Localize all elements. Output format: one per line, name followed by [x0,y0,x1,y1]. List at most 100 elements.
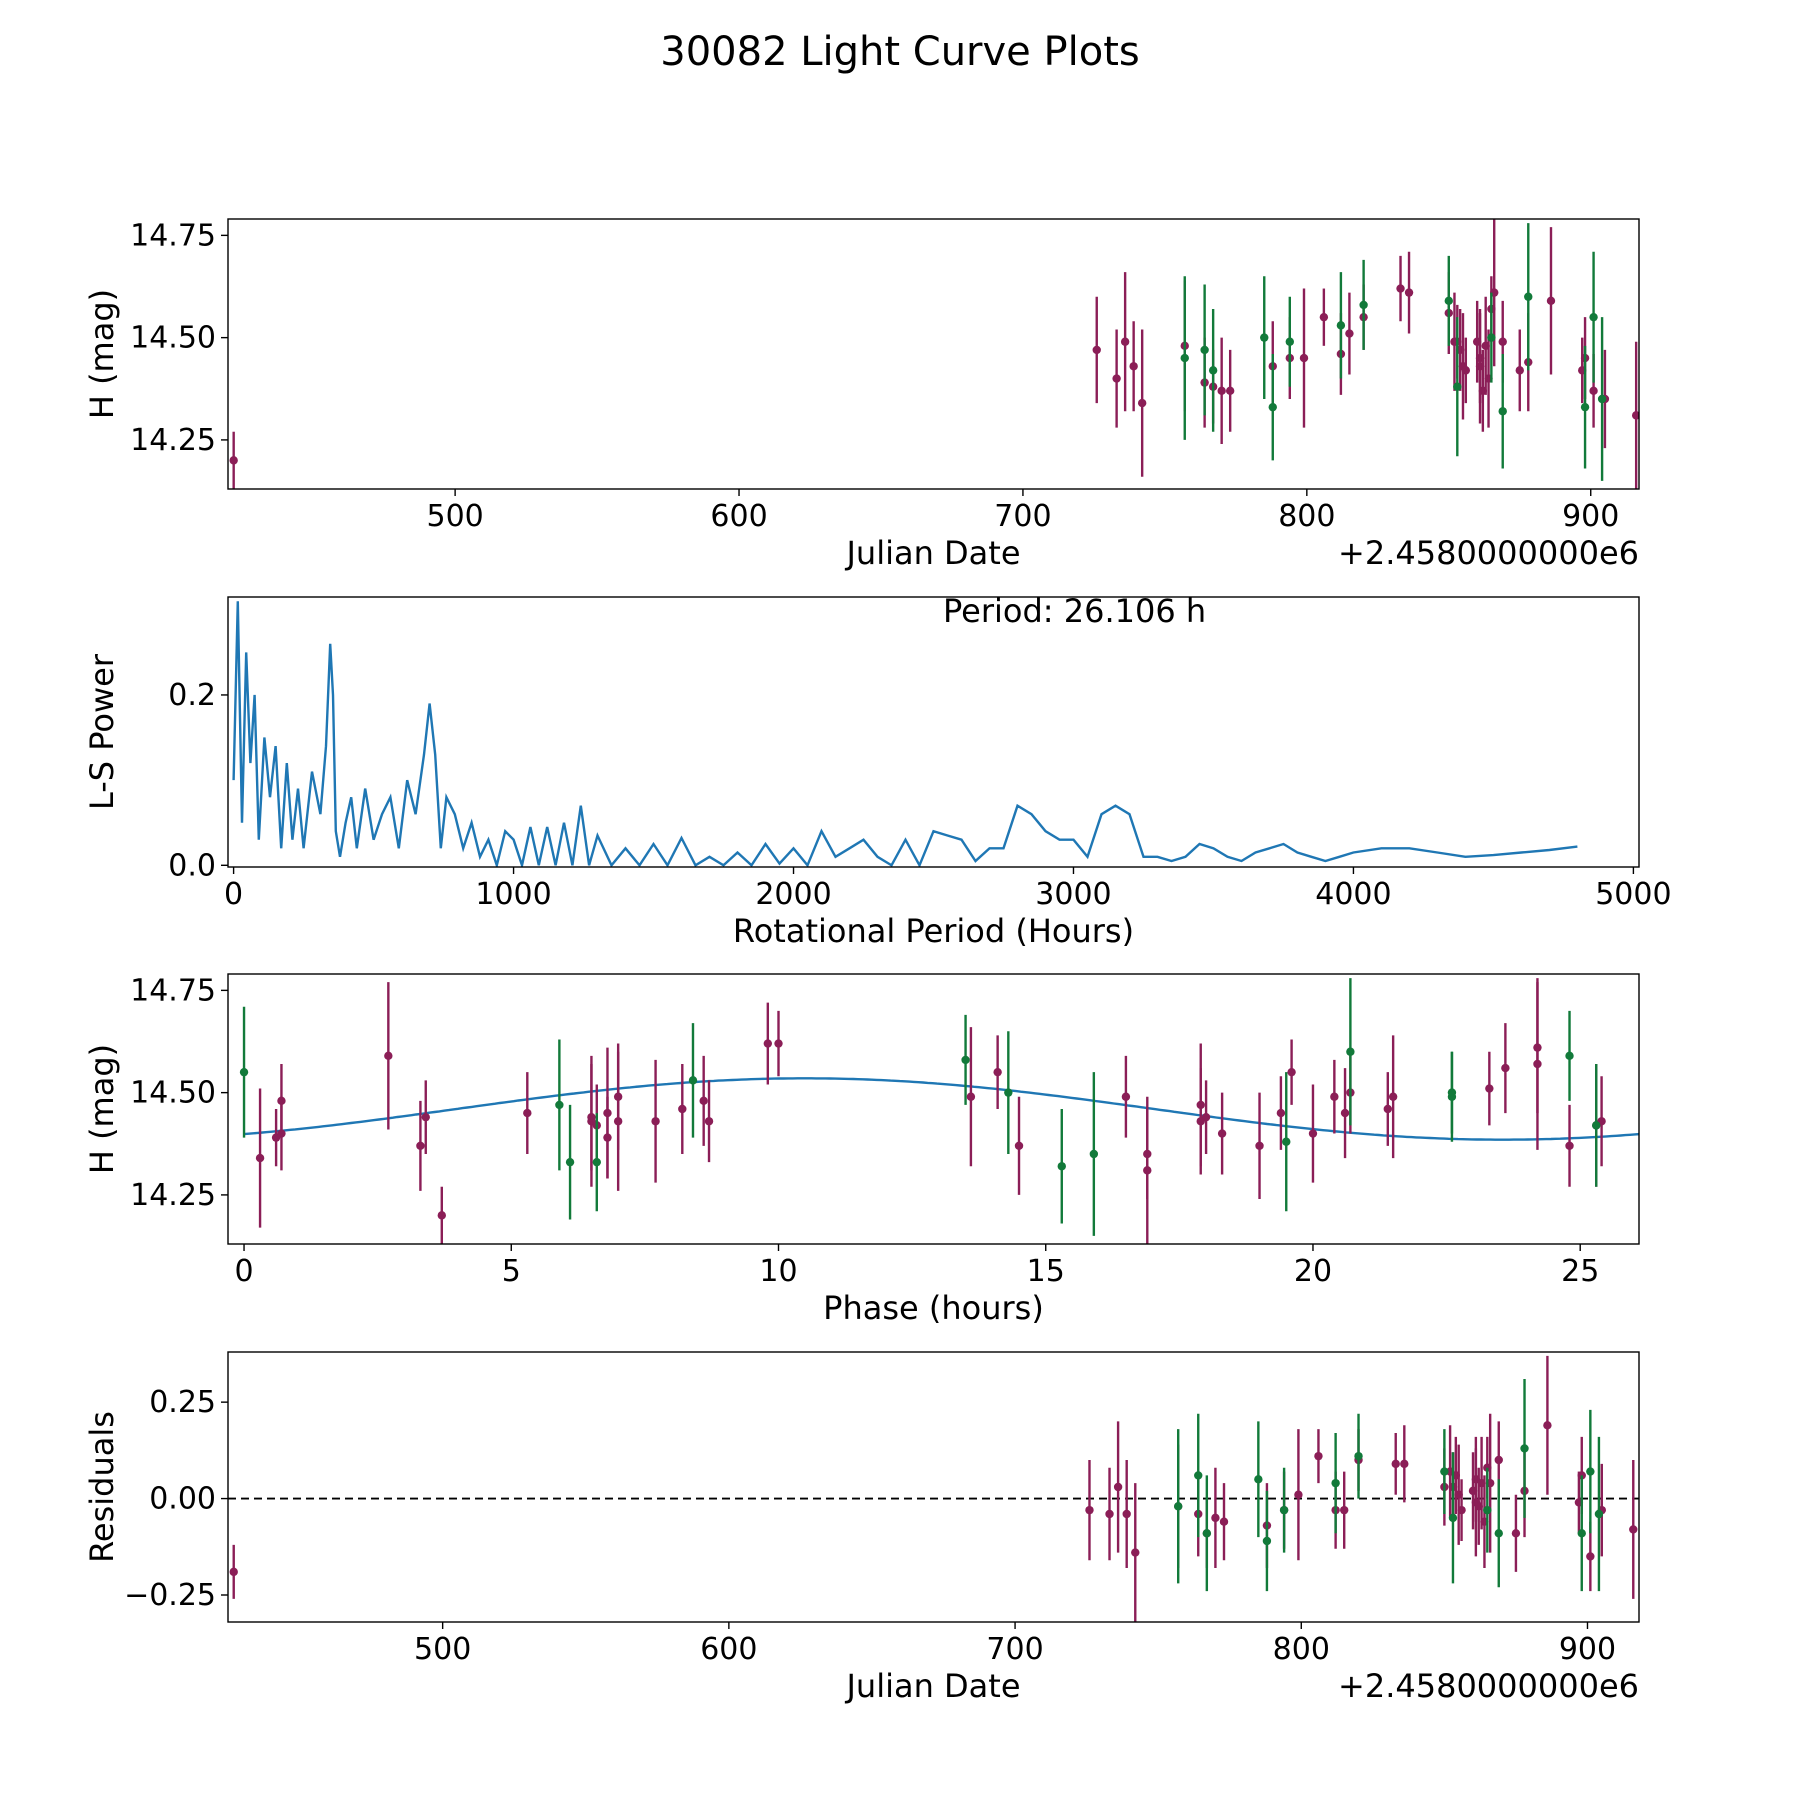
x-tick-label: 800 [1273,1632,1330,1667]
data-point [1448,1513,1458,1523]
x-tick-label: 5 [502,1254,521,1289]
data-point [229,456,238,465]
data-point [523,1108,532,1118]
data-point [1180,353,1189,363]
data-point [1520,1444,1529,1453]
y-axis-label: H (mag) [83,289,121,419]
data-point [1085,1505,1094,1515]
data-point [1388,1092,1398,1101]
data-point [1453,382,1462,391]
x-tick-label: 20 [1294,1254,1332,1289]
x-tick-label: 900 [1559,1632,1616,1667]
data-point [1225,386,1235,396]
data-point [1515,366,1524,375]
data-point [1597,394,1607,404]
data-point [1501,1063,1510,1073]
data-point [565,1157,575,1167]
data-point [1330,1092,1339,1101]
data-point [1346,1047,1355,1056]
data-point [1631,411,1639,420]
data-point [1262,1536,1272,1546]
data-point [1336,321,1346,330]
data-point [1577,1529,1586,1538]
data-point [1319,312,1329,322]
data-point [1308,1129,1318,1138]
data-point [1255,1141,1264,1151]
data-point [555,1100,564,1110]
data-point [1589,386,1598,396]
data-point [1113,1482,1123,1492]
data-point [1354,1451,1363,1461]
data-point [1129,362,1138,371]
data-point [1219,1517,1229,1526]
data-point [1217,1129,1227,1138]
y-tick-label: 14.75 [130,218,216,253]
data-point [587,1112,596,1122]
x-tick-label: 600 [710,499,767,534]
data-point [437,1211,446,1220]
data-point [1254,1475,1263,1484]
y-axis-label: H (mag) [83,1044,121,1174]
data-point [1057,1162,1066,1171]
data-point [1276,1108,1286,1118]
data-point [1208,366,1218,375]
data-point [1457,1505,1466,1515]
data-point [1092,345,1101,355]
axes-frame [227,596,1640,868]
x-tick-label: 600 [700,1632,757,1667]
y-tick-label: 14.50 [130,321,216,356]
data-point [1483,1505,1492,1515]
phased-lightcurve-panel: 0 5 10 15 20 25 14.25 14.50 14.75 Phase (hours) H … [83,973,1640,1327]
data-point [1461,366,1471,375]
data-point [651,1117,660,1126]
data-point [1447,1088,1457,1097]
data-point [993,1067,1002,1077]
x-tick-label: 700 [986,1632,1043,1667]
y-tick-label: 0.2 [168,678,216,713]
x-tick-label: 3000 [1035,877,1111,912]
data-point [1498,337,1507,346]
data-point [1174,1502,1183,1511]
x-axis-label: Phase (hours) [823,1289,1044,1327]
y-tick-label: 14.50 [130,1076,216,1111]
data-point [1524,292,1533,301]
data-point [239,1067,249,1077]
data-point [1268,402,1277,412]
x-tick-label: 4000 [1315,877,1391,912]
data-point [1586,1552,1595,1561]
data-point [1004,1088,1013,1097]
data-point [678,1104,687,1114]
data-point [699,1096,708,1106]
data-point [1594,1509,1604,1519]
data-point [966,1092,976,1101]
axes-frame [227,218,1640,490]
data-point [1440,1467,1449,1476]
data-point [416,1141,425,1151]
data-point [1487,333,1496,342]
data-point [1137,398,1147,408]
data-point [1511,1529,1521,1538]
x-tick-label: 0 [224,877,243,912]
periodogram-line [232,601,1578,867]
x-tick-label: 15 [1027,1254,1065,1289]
data-point [1345,329,1354,338]
data-point [1014,1141,1024,1151]
y-tick-label: 0.25 [149,1385,216,1420]
data-point [277,1129,286,1138]
data-point [229,1567,238,1577]
data-point [704,1117,714,1126]
data-point [1383,1104,1392,1114]
data-point [1340,1108,1350,1118]
data-point [1121,1092,1131,1101]
x-axis-label: Julian Date [844,1667,1020,1705]
data-point [1294,1490,1303,1499]
data-point [592,1157,601,1167]
data-point [961,1055,970,1065]
data-point [1105,1509,1114,1519]
data-point [1485,1084,1494,1093]
data-point [1202,1529,1212,1538]
plot-area [239,978,1639,1244]
data-point [774,1039,783,1048]
data-point [384,1051,393,1061]
y-tick-label: 14.25 [130,1178,216,1213]
